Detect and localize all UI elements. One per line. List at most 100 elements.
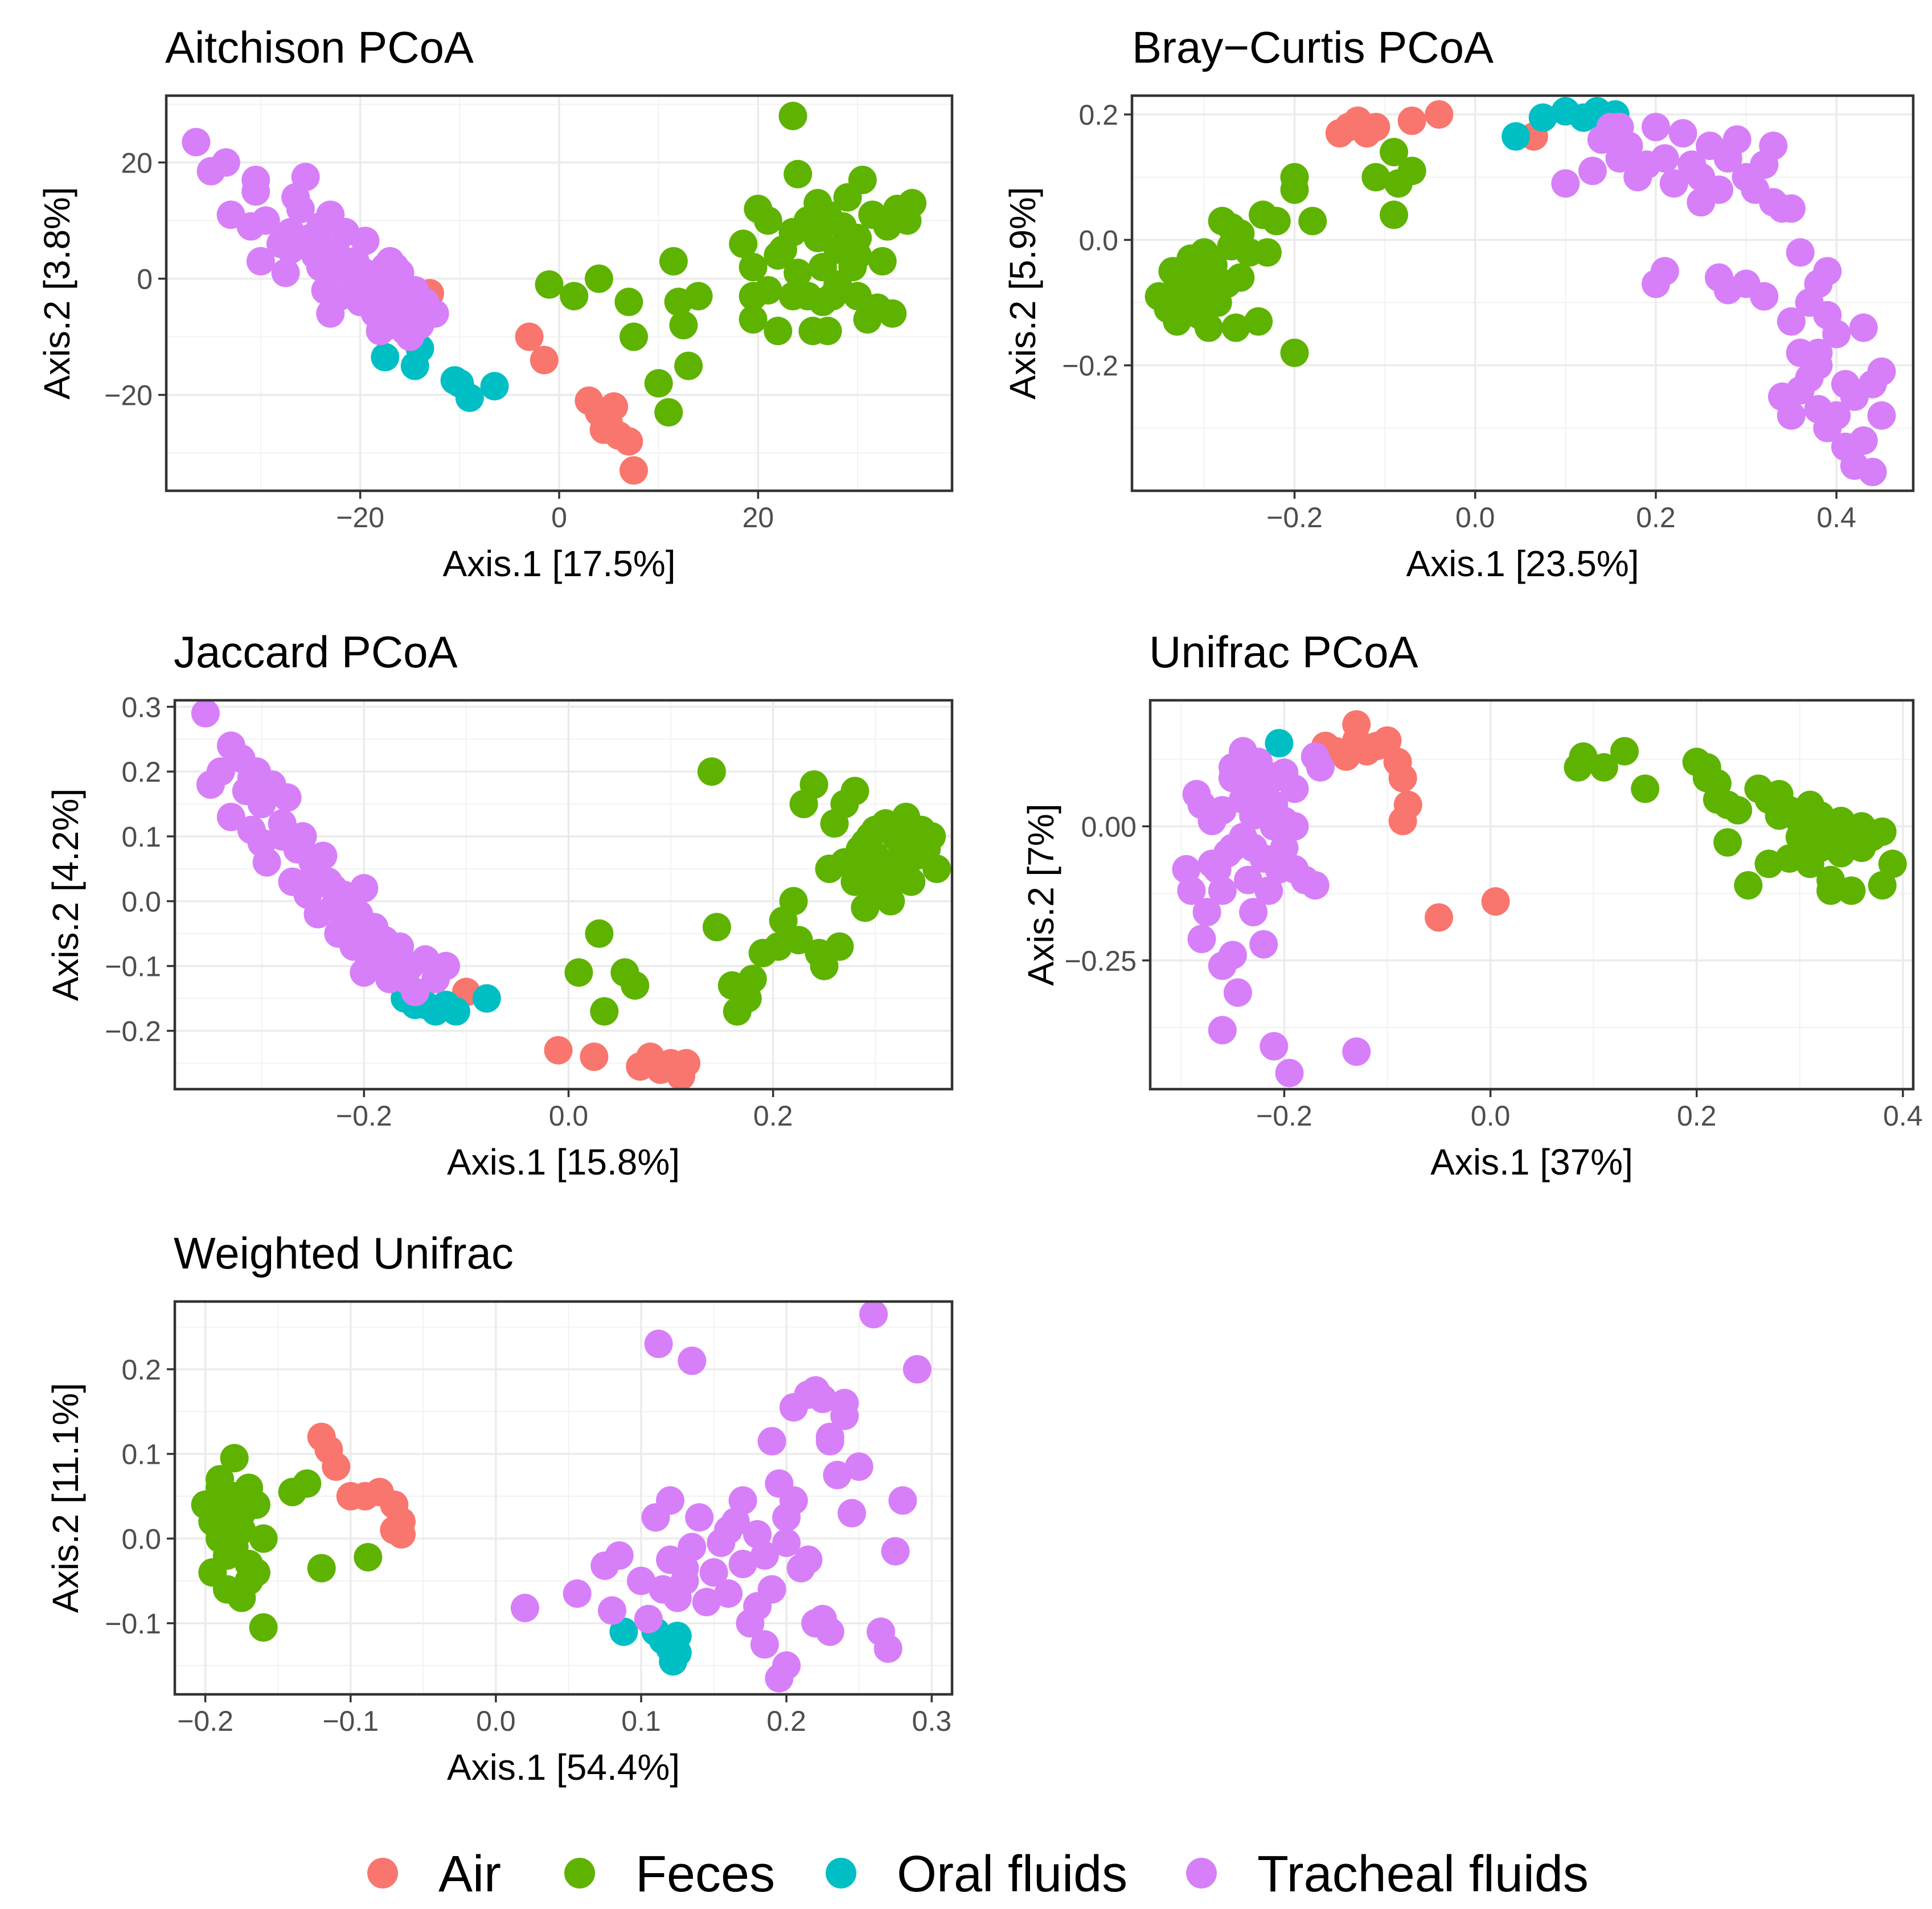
point-tracheal-fluids: [1187, 790, 1216, 819]
point-feces: [793, 206, 822, 235]
point-tracheal-fluids: [728, 1550, 757, 1578]
point-oral-fluids: [1265, 729, 1294, 758]
panel-title: Aitchison PCoA: [165, 22, 474, 72]
point-feces: [674, 351, 703, 380]
point-tracheal-fluids: [1687, 163, 1716, 192]
point-tracheal-fluids: [1867, 401, 1896, 430]
point-feces: [1199, 282, 1228, 311]
panel-border: [173, 1300, 954, 1696]
point-tracheal-fluids: [319, 874, 348, 903]
point-tracheal-fluids: [605, 1541, 634, 1570]
point-feces: [1878, 849, 1907, 878]
points-layer: [1172, 710, 1907, 1087]
y-axis-title: Axis.2 [11.1%]: [45, 1383, 86, 1613]
y-tick-label: 20: [121, 147, 153, 179]
legend-key-feces: [564, 1858, 595, 1889]
point-tracheal-fluids: [728, 1486, 757, 1515]
point-tracheal-fluids: [1223, 978, 1252, 1007]
point-feces: [1713, 828, 1742, 857]
point-feces: [354, 1543, 383, 1572]
point-air: [1425, 903, 1453, 932]
point-feces: [1837, 876, 1866, 905]
x-tick-label: 0.0: [1471, 1100, 1511, 1132]
point-feces: [564, 958, 593, 987]
point-feces: [1189, 238, 1219, 267]
point-feces: [823, 270, 852, 299]
point-feces: [753, 206, 782, 235]
point-tracheal-fluids: [1208, 876, 1237, 905]
point-tracheal-fluids: [241, 166, 270, 194]
point-feces: [739, 305, 768, 334]
point-oral-fluids: [480, 372, 509, 401]
point-tracheal-fluids: [779, 1486, 808, 1515]
point-air: [1397, 106, 1426, 136]
point-tracheal-fluids: [1759, 132, 1788, 161]
y-tick-label: −0.1: [105, 951, 161, 983]
point-tracheal-fluids: [237, 763, 266, 793]
point-tracheal-fluids: [801, 1609, 830, 1638]
point-feces: [1262, 207, 1291, 236]
x-tick-label: −0.2: [336, 1100, 392, 1132]
point-tracheal-fluids: [678, 1533, 707, 1562]
point-tracheal-fluids: [714, 1516, 743, 1545]
point-tracheal-fluids: [656, 1486, 684, 1515]
point-tracheal-fluids: [251, 206, 280, 235]
point-tracheal-fluids: [1280, 812, 1309, 841]
point-oral-fluids: [455, 383, 484, 412]
point-tracheal-fluids: [211, 148, 240, 177]
y-tick-label: 0.2: [121, 756, 161, 788]
point-tracheal-fluids: [678, 1346, 707, 1376]
point-tracheal-fluids: [757, 1427, 786, 1456]
point-feces: [1280, 163, 1309, 192]
x-tick-label: 0.3: [912, 1705, 952, 1737]
point-feces: [1816, 876, 1845, 905]
point-tracheal-fluids: [1768, 382, 1796, 411]
point-tracheal-fluids: [699, 1558, 728, 1587]
point-feces: [784, 926, 813, 955]
x-tick-label: 0.1: [621, 1705, 661, 1737]
point-feces: [535, 270, 564, 299]
point-feces: [614, 288, 643, 317]
point-air: [544, 1036, 573, 1065]
point-feces: [1589, 753, 1618, 782]
x-axis-title: Axis.1 [23.5%]: [1406, 543, 1639, 584]
point-feces: [778, 101, 807, 130]
point-feces: [813, 317, 842, 346]
point-feces: [861, 880, 890, 909]
point-feces: [917, 822, 946, 851]
point-feces: [1380, 200, 1408, 229]
y-tick-label: 0: [137, 263, 153, 295]
point-tracheal-fluids: [288, 822, 317, 851]
y-axis-title: Axis.2 [7%]: [1020, 803, 1061, 986]
point-tracheal-fluids: [1551, 169, 1580, 198]
point-tracheal-fluids: [1197, 849, 1227, 878]
panel-1: Aitchison PCoA −20 0 20 −20 0 20 Axis.1 [17.5%]…: [36, 22, 954, 584]
point-feces: [1163, 263, 1192, 292]
point-air: [589, 415, 618, 444]
point-tracheal-fluids: [1750, 282, 1779, 311]
point-feces: [1713, 790, 1742, 819]
point-feces: [868, 247, 897, 276]
panel-title: Jaccard PCoA: [174, 627, 458, 677]
point-feces: [220, 1444, 249, 1473]
point-feces: [206, 1465, 235, 1494]
point-tracheal-fluids: [298, 848, 327, 877]
point-oral-fluids: [472, 984, 501, 1013]
point-feces: [753, 276, 782, 305]
point-tracheal-fluids: [1786, 238, 1815, 267]
point-tracheal-fluids: [510, 1594, 539, 1623]
x-tick-label: 0.0: [1455, 502, 1495, 533]
point-feces: [293, 1469, 322, 1498]
point-tracheal-fluids: [1239, 898, 1268, 927]
x-axis-title: Axis.1 [17.5%]: [442, 543, 675, 584]
point-tracheal-fluids: [376, 247, 404, 276]
point-feces: [779, 886, 808, 916]
point-tracheal-fluids: [216, 802, 245, 831]
x-axis-title: Axis.1 [37%]: [1430, 1142, 1633, 1183]
y-tick-label: −0.2: [1062, 350, 1118, 382]
point-tracheal-fluids: [247, 828, 276, 857]
point-tracheal-fluids: [206, 757, 235, 786]
point-tracheal-fluids: [380, 958, 409, 987]
point-tracheal-fluids: [1605, 113, 1634, 142]
point-tracheal-fluids: [420, 299, 449, 328]
